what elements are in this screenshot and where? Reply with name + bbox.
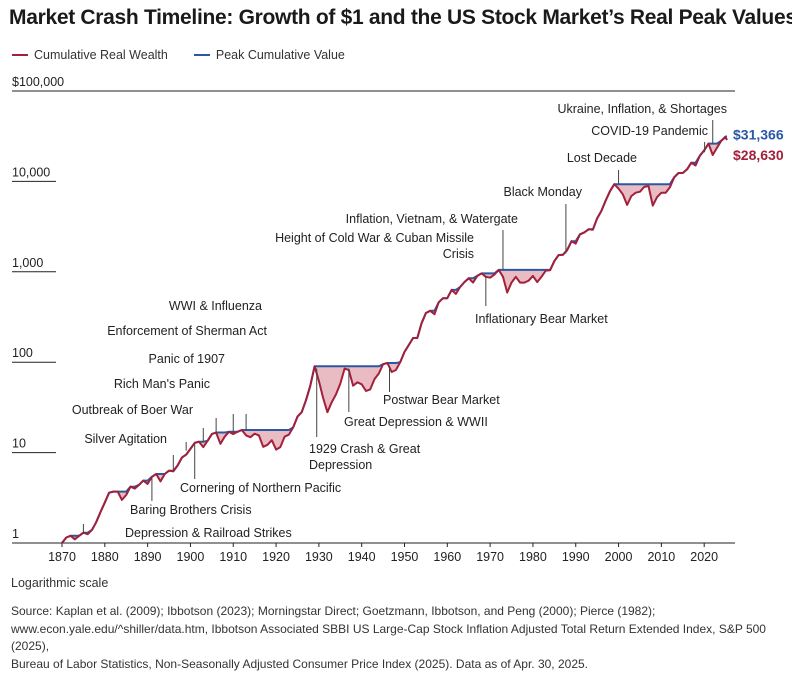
annotation-panic-1907: Panic of 1907 — [149, 352, 225, 366]
x-tick-label: 2020 — [690, 550, 718, 564]
x-tick-label: 1950 — [391, 550, 419, 564]
annotation-line: WWI & Influenza — [169, 299, 262, 313]
annotation-rich-mans-panic: Rich Man's Panic — [114, 377, 210, 391]
x-tick-label: 1900 — [177, 550, 205, 564]
annotation-line: Depression — [309, 458, 372, 472]
source-line: Bureau of Labor Statistics, Non-Seasonal… — [11, 656, 786, 673]
x-tick-label: 1910 — [219, 550, 247, 564]
source-note: Source: Kaplan et al. (2009); Ibbotson (… — [11, 603, 786, 673]
annotation-vietnam: Inflation, Vietnam, & Watergate — [346, 212, 518, 226]
annotation-line: COVID-19 Pandemic — [591, 124, 708, 138]
y-tick-label: 1,000 — [12, 256, 43, 270]
annotation-cold-war: Height of Cold War & Cuban Missile Crisis — [275, 231, 474, 261]
annotation-baring-brothers: Baring Brothers Crisis — [130, 503, 252, 517]
y-tick-label: 10,000 — [12, 165, 50, 179]
annotation-silver-agitation: Silver Agitation — [84, 432, 167, 446]
end-label-peak-value: $31,366 — [733, 127, 784, 143]
chart-plot: 1 10 100 1,000 10,000 $100,000 1870 1880 1890 190… — [0, 0, 792, 600]
annotation-line: Lost Decade — [567, 151, 637, 165]
annotation-line: 1929 Crash & Great — [309, 442, 421, 456]
x-tick-label: 1940 — [348, 550, 376, 564]
annotation-postwar-bear: Postwar Bear Market — [383, 393, 500, 407]
annotation-lost-decade: Lost Decade — [567, 151, 637, 165]
annotation-inflationary-bear: Inflationary Bear Market — [475, 312, 608, 326]
y-tick-label: 10 — [12, 437, 26, 451]
annotation-line: Rich Man's Panic — [114, 377, 210, 391]
annotation-line: Inflationary Bear Market — [475, 312, 608, 326]
x-tick-label: 1930 — [305, 550, 333, 564]
drawdown-area — [62, 137, 727, 544]
x-tick-label: 1920 — [262, 550, 290, 564]
annotation-line: Great Depression & WWII — [344, 415, 488, 429]
x-tick-label: 1970 — [476, 550, 504, 564]
x-tick-label: 1880 — [91, 550, 119, 564]
annotation-ukraine: Ukraine, Inflation, & Shortages — [557, 102, 727, 116]
scale-note: Logarithmic scale — [11, 576, 108, 590]
x-tick-label: 1890 — [134, 550, 162, 564]
source-line: www.econ.yale.edu/^shiller/data.htm, Ibb… — [11, 621, 786, 656]
annotation-covid: COVID-19 Pandemic — [591, 124, 708, 138]
y-tick-label: $100,000 — [12, 75, 64, 89]
source-line: Source: Kaplan et al. (2009); Ibbotson (… — [11, 603, 786, 621]
annotation-northern-pacific: Cornering of Northern Pacific — [180, 481, 341, 495]
end-label-real-wealth: $28,630 — [733, 147, 784, 163]
annotation-line: Crisis — [443, 247, 474, 261]
x-tick-label: 2000 — [605, 550, 633, 564]
annotation-line: Depression & Railroad Strikes — [125, 526, 292, 540]
annotation-boer-war: Outbreak of Boer War — [72, 403, 193, 417]
annotation-black-monday: Black Monday — [503, 185, 582, 199]
x-tick-label: 2010 — [647, 550, 675, 564]
annotation-line: Silver Agitation — [84, 432, 167, 446]
x-tick-label: 1870 — [48, 550, 76, 564]
annotation-depression-wwii: Great Depression & WWII — [344, 415, 488, 429]
annotation-line: Panic of 1907 — [149, 352, 225, 366]
annotation-line: Enforcement of Sherman Act — [107, 324, 267, 338]
annotation-line: Cornering of Northern Pacific — [180, 481, 341, 495]
annotation-wwi-influenza: WWI & Influenza — [169, 299, 262, 313]
annotation-depression-railroad: Depression & Railroad Strikes — [125, 526, 292, 540]
annotation-sherman-act: Enforcement of Sherman Act — [107, 324, 267, 338]
annotation-crash-1929: 1929 Crash & Great Depression — [309, 442, 421, 472]
annotation-line: Postwar Bear Market — [383, 393, 500, 407]
annotation-line: Inflation, Vietnam, & Watergate — [346, 212, 518, 226]
annotation-line: Black Monday — [503, 185, 582, 199]
x-tick-label: 1980 — [519, 550, 547, 564]
annotation-line: Height of Cold War & Cuban Missile — [275, 231, 474, 245]
annotation-line: Outbreak of Boer War — [72, 403, 193, 417]
x-tick-label: 1960 — [433, 550, 461, 564]
x-tick-label: 1990 — [562, 550, 590, 564]
y-tick-label: 1 — [12, 527, 19, 541]
annotation-line: Baring Brothers Crisis — [130, 503, 252, 517]
annotation-line: Ukraine, Inflation, & Shortages — [557, 102, 727, 116]
y-tick-label: 100 — [12, 346, 33, 360]
